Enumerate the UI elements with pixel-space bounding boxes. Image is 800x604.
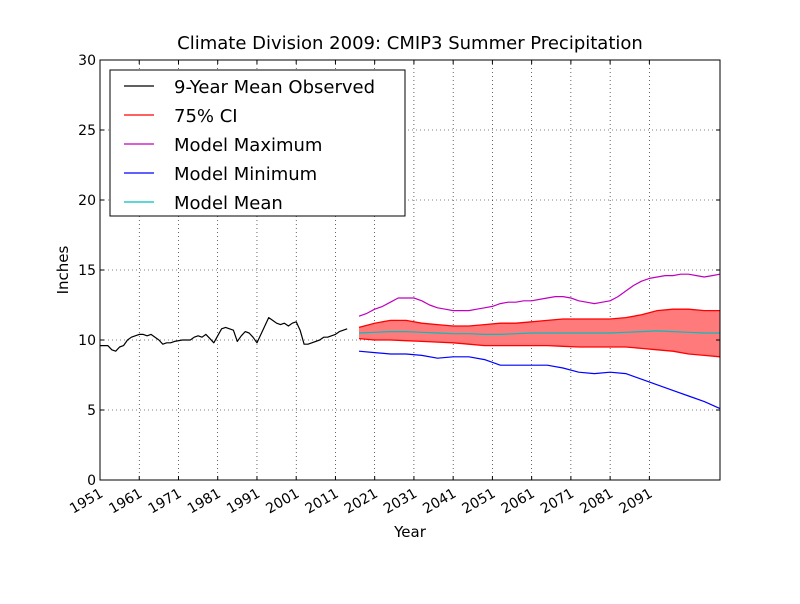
series-line-9-year-mean-observed (100, 317, 348, 352)
chart-title: Climate Division 2009: CMIP3 Summer Prec… (177, 33, 643, 54)
legend-label-75-ci: 75% CI (174, 106, 238, 127)
y-tick-label: 15 (78, 263, 96, 279)
legend-label-model-maximum: Model Maximum (174, 135, 322, 156)
ci-lower-line (358, 337, 721, 358)
y-tick-label: 5 (87, 403, 96, 419)
y-axis-label: Inches (54, 245, 72, 294)
y-tick-label: 10 (78, 333, 96, 349)
x-axis-label: Year (393, 523, 427, 541)
legend-box (109, 69, 406, 217)
series-line-model-minimum (358, 350, 721, 410)
y-tick-label: 30 (78, 53, 96, 69)
legend: 9-Year Mean Observed 75% CI Model Maximum M… (109, 69, 406, 217)
legend-label-9-year-mean-observed: 9-Year Mean Observed (174, 77, 375, 98)
series-line-model-mean (358, 330, 720, 335)
y-tick-label: 20 (78, 193, 96, 209)
legend-label-model-minimum: Model Minimum (174, 164, 317, 185)
y-tick-label: 25 (78, 123, 96, 139)
ci-upper-line (358, 308, 720, 329)
legend-label-model-mean: Model Mean (174, 193, 283, 214)
series-line-model-maximum (358, 273, 721, 317)
y-tick-label: 0 (87, 473, 96, 489)
